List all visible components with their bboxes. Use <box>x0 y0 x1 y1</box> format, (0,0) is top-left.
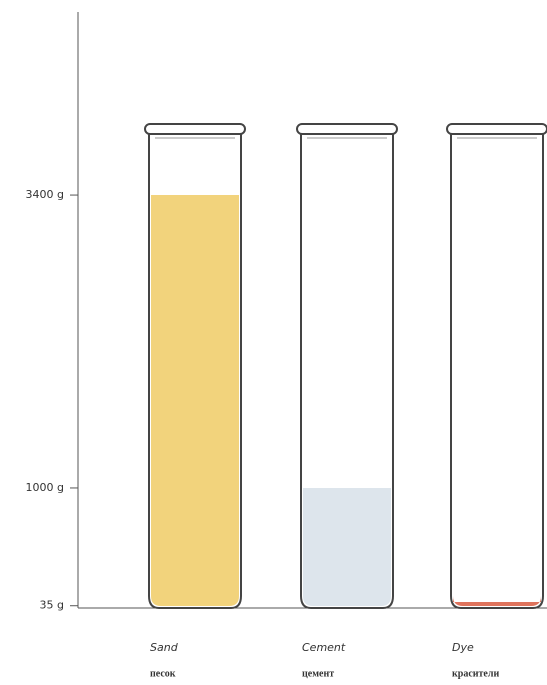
fill-level <box>453 596 541 606</box>
category-label-ru: красители <box>452 668 499 679</box>
category-label-ru: песок <box>150 668 176 679</box>
tube-rim <box>145 124 245 134</box>
tube-rim <box>297 124 397 134</box>
category-label: Cement <box>302 641 346 654</box>
chart: 35 g 1000 g 3400 g Sand песок Cement цемент Dye… <box>0 0 547 681</box>
y-tick-label: 35 g <box>40 599 64 612</box>
fill-level <box>303 488 391 606</box>
fill-level <box>151 195 239 606</box>
tube <box>451 132 543 608</box>
category-label: Sand <box>150 641 179 654</box>
y-tick-label: 1000 g <box>26 481 64 494</box>
y-tick-label: 3400 g <box>26 188 64 201</box>
category-label: Dye <box>452 641 474 654</box>
category-label-ru: цемент <box>302 668 334 679</box>
tube-rim <box>447 124 547 134</box>
